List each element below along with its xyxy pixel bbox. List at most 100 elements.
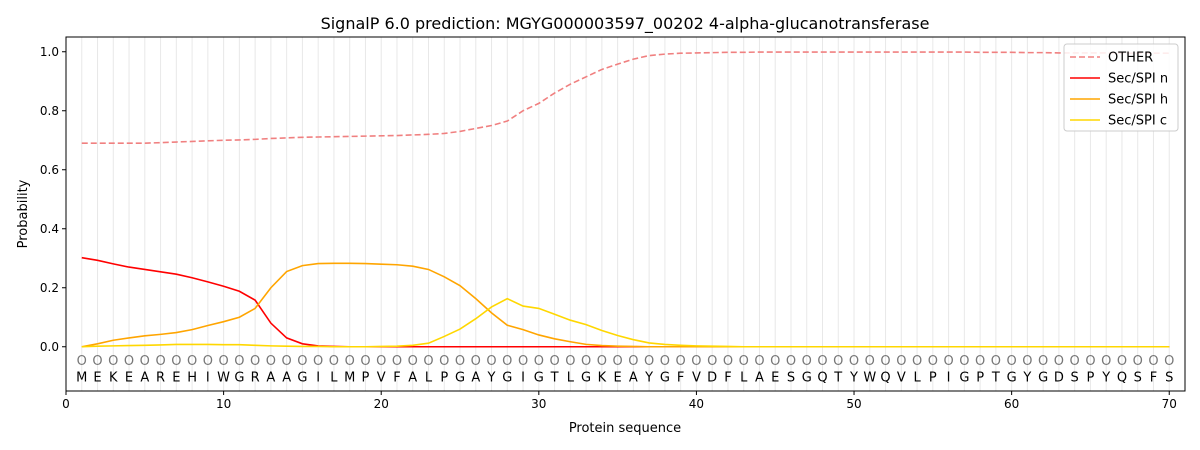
residue-label: R [156,370,165,385]
x-tick-label: 30 [531,397,546,411]
residue-label: G [959,370,969,385]
residue-label: T [550,370,559,385]
residue-label: G [534,370,544,385]
residue-label: I [206,370,210,385]
residue-label: Y [1022,370,1031,385]
residue-label: G [581,370,591,385]
position-marker: O [833,354,843,369]
residue-label: E [771,370,779,385]
x-tick-label: 70 [1162,397,1177,411]
residue-label: M [76,370,87,385]
position-marker: O [849,354,859,369]
position-marker: O [203,354,213,369]
position-marker: O [691,354,701,369]
legend: OTHER Sec/SPI n Sec/SPI h Sec/SPI c [1063,43,1179,132]
position-marker: O [455,354,465,369]
residue-label: E [125,370,133,385]
residue-label: A [266,370,275,385]
position-marker: O [108,354,118,369]
residue-label: H [187,370,197,385]
position-marker: O [628,354,638,369]
position-marker: O [92,354,102,369]
position-marker: O [408,354,418,369]
residue-label: G [234,370,244,385]
y-axis-label: Probability [16,179,31,248]
position-marker: O [912,354,922,369]
position-marker: O [644,354,654,369]
position-marker: O [959,354,969,369]
series-line-sec-spi-h [81,262,1170,348]
residue-label: I [316,370,320,385]
position-marker: O [1117,354,1127,369]
x-tick-label: 40 [689,397,704,411]
legend-label: Sec/SPI c [1108,114,1167,129]
position-marker: O [140,354,150,369]
residue-label: D [1054,370,1064,385]
position-marker: O [329,354,339,369]
position-marker: O [597,354,607,369]
residue-label: A [471,370,480,385]
residue-label: T [991,370,1000,385]
residue-label: W [217,370,230,385]
residue-label: V [897,370,906,385]
residue-label: L [425,370,433,385]
residue-label: F [677,370,684,385]
position-marker: O [581,354,591,369]
position-marker: O [1133,354,1143,369]
position-marker: O [1085,354,1095,369]
residue-label: Q [880,370,890,385]
position-marker: O [817,354,827,369]
x-tick-label: 50 [846,397,861,411]
position-marker: O [1101,354,1111,369]
legend-label: OTHER [1108,51,1153,66]
residue-label: S [1071,370,1079,385]
y-tick-label: 0.2 [40,281,59,295]
residue-label: D [707,370,717,385]
series-line-sec-spi-c [81,297,1170,348]
position-marker: O [155,354,165,369]
position-marker: O [1164,354,1174,369]
y-tick-label: 0.6 [40,163,59,177]
residue-label: I [947,370,951,385]
residue-label: Y [849,370,858,385]
residue-label: A [408,370,417,385]
residue-label: F [393,370,400,385]
position-marker: O [1054,354,1064,369]
residue-label: P [362,370,370,385]
position-marker: O [928,354,938,369]
legend-label: Sec/SPI n [1108,72,1168,87]
position-marker: O [471,354,481,369]
position-marker: O [754,354,764,369]
position-marker: O [786,354,796,369]
position-marker: O [360,354,370,369]
residue-label: G [660,370,670,385]
position-marker: O [991,354,1001,369]
position-marker: O [502,354,512,369]
position-marker: O [1148,354,1158,369]
residue-label: Y [644,370,653,385]
position-marker: O [218,354,228,369]
series-line-sec-spi-n [81,256,1170,348]
residue-label: L [567,370,575,385]
position-marker: O [266,354,276,369]
position-marker: O [613,354,623,369]
residue-label: K [109,370,118,385]
residue-label: Y [1101,370,1110,385]
residue-label: M [344,370,355,385]
series-line-other [81,51,1170,144]
position-marker: O [345,354,355,369]
position-marker: O [707,354,717,369]
residue-label: W [863,370,876,385]
position-marker: O [660,354,670,369]
residue-label: A [140,370,149,385]
residue-label: G [455,370,465,385]
residue-label: T [833,370,842,385]
x-tick-label: 60 [1004,397,1019,411]
position-marker: O [723,354,733,369]
position-marker: O [896,354,906,369]
residue-label: S [1165,370,1173,385]
position-marker: O [549,354,559,369]
position-marker: O [282,354,292,369]
residue-label: G [1038,370,1048,385]
